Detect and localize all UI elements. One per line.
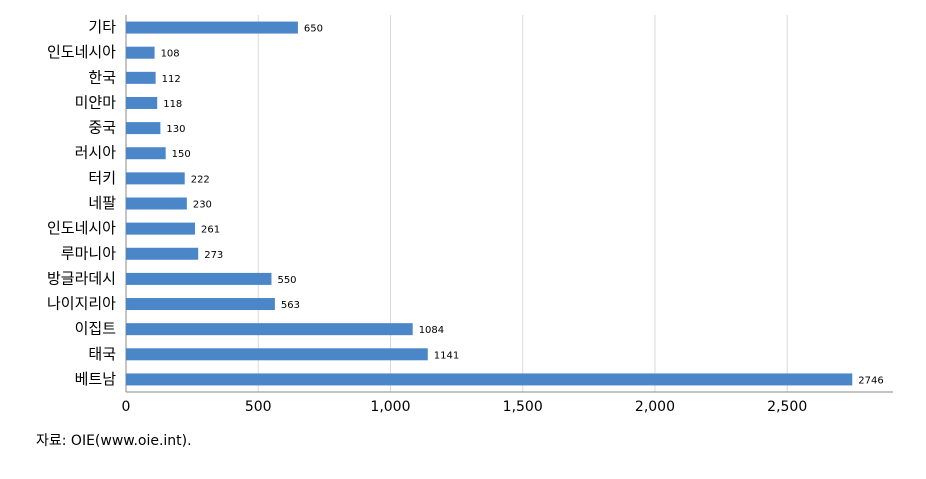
- y-tick-label: 네팔: [88, 194, 116, 212]
- data-label: 550: [277, 275, 296, 286]
- y-tick-label: 베트남: [75, 370, 117, 388]
- y-tick-label: 나이지리아: [47, 295, 116, 313]
- data-label: 112: [162, 74, 181, 85]
- y-tick-label: 미얀마: [75, 93, 117, 111]
- data-label: 273: [204, 250, 223, 261]
- x-tick-label: 1,000: [370, 399, 410, 415]
- data-label: 130: [166, 124, 185, 135]
- bar: [126, 222, 196, 235]
- bar: [126, 272, 272, 285]
- y-tick-label: 인도네시아: [47, 219, 116, 237]
- x-tick-label: 1,500: [503, 399, 543, 415]
- bar: [126, 298, 275, 311]
- y-tick-label: 터키: [88, 169, 116, 187]
- y-tick-label: 태국: [88, 345, 116, 363]
- y-tick-label: 한국: [88, 68, 116, 86]
- data-label: 118: [163, 99, 182, 110]
- x-tick-label: 2,000: [635, 399, 675, 415]
- bar: [126, 373, 853, 386]
- bar: [126, 323, 413, 336]
- bar: [126, 147, 166, 160]
- data-label: 1084: [419, 325, 444, 336]
- bar: [126, 21, 298, 34]
- bar: [126, 197, 187, 210]
- y-tick-label: 기타: [88, 18, 116, 36]
- y-tick-label: 중국: [88, 119, 116, 137]
- y-tick-label: 러시아: [75, 144, 117, 162]
- y-tick-label: 루마니아: [61, 244, 116, 262]
- bar: [126, 247, 199, 260]
- data-label: 150: [172, 149, 191, 160]
- source-note: 자료: OIE(www.oie.int).: [36, 433, 192, 449]
- bar: [126, 172, 185, 185]
- data-label: 108: [161, 49, 180, 60]
- bar: [126, 46, 155, 59]
- data-label: 222: [191, 174, 210, 185]
- data-label: 261: [201, 225, 220, 236]
- bar: [126, 122, 161, 135]
- y-tick-label: 인도네시아: [47, 43, 116, 61]
- data-label: 650: [304, 24, 323, 35]
- y-tick-label: 이집트: [75, 320, 117, 338]
- data-label: 1141: [434, 350, 459, 361]
- data-label: 2746: [858, 375, 883, 386]
- bar: [126, 96, 158, 109]
- x-tick-label: 500: [245, 399, 272, 415]
- x-tick-label: 0: [122, 399, 131, 415]
- y-tick-label: 방글라데시: [47, 269, 116, 287]
- x-tick-label: 2,500: [767, 399, 807, 415]
- bar: [126, 71, 156, 84]
- data-label: 230: [193, 200, 212, 211]
- bar: [126, 348, 428, 361]
- data-label: 563: [281, 300, 300, 311]
